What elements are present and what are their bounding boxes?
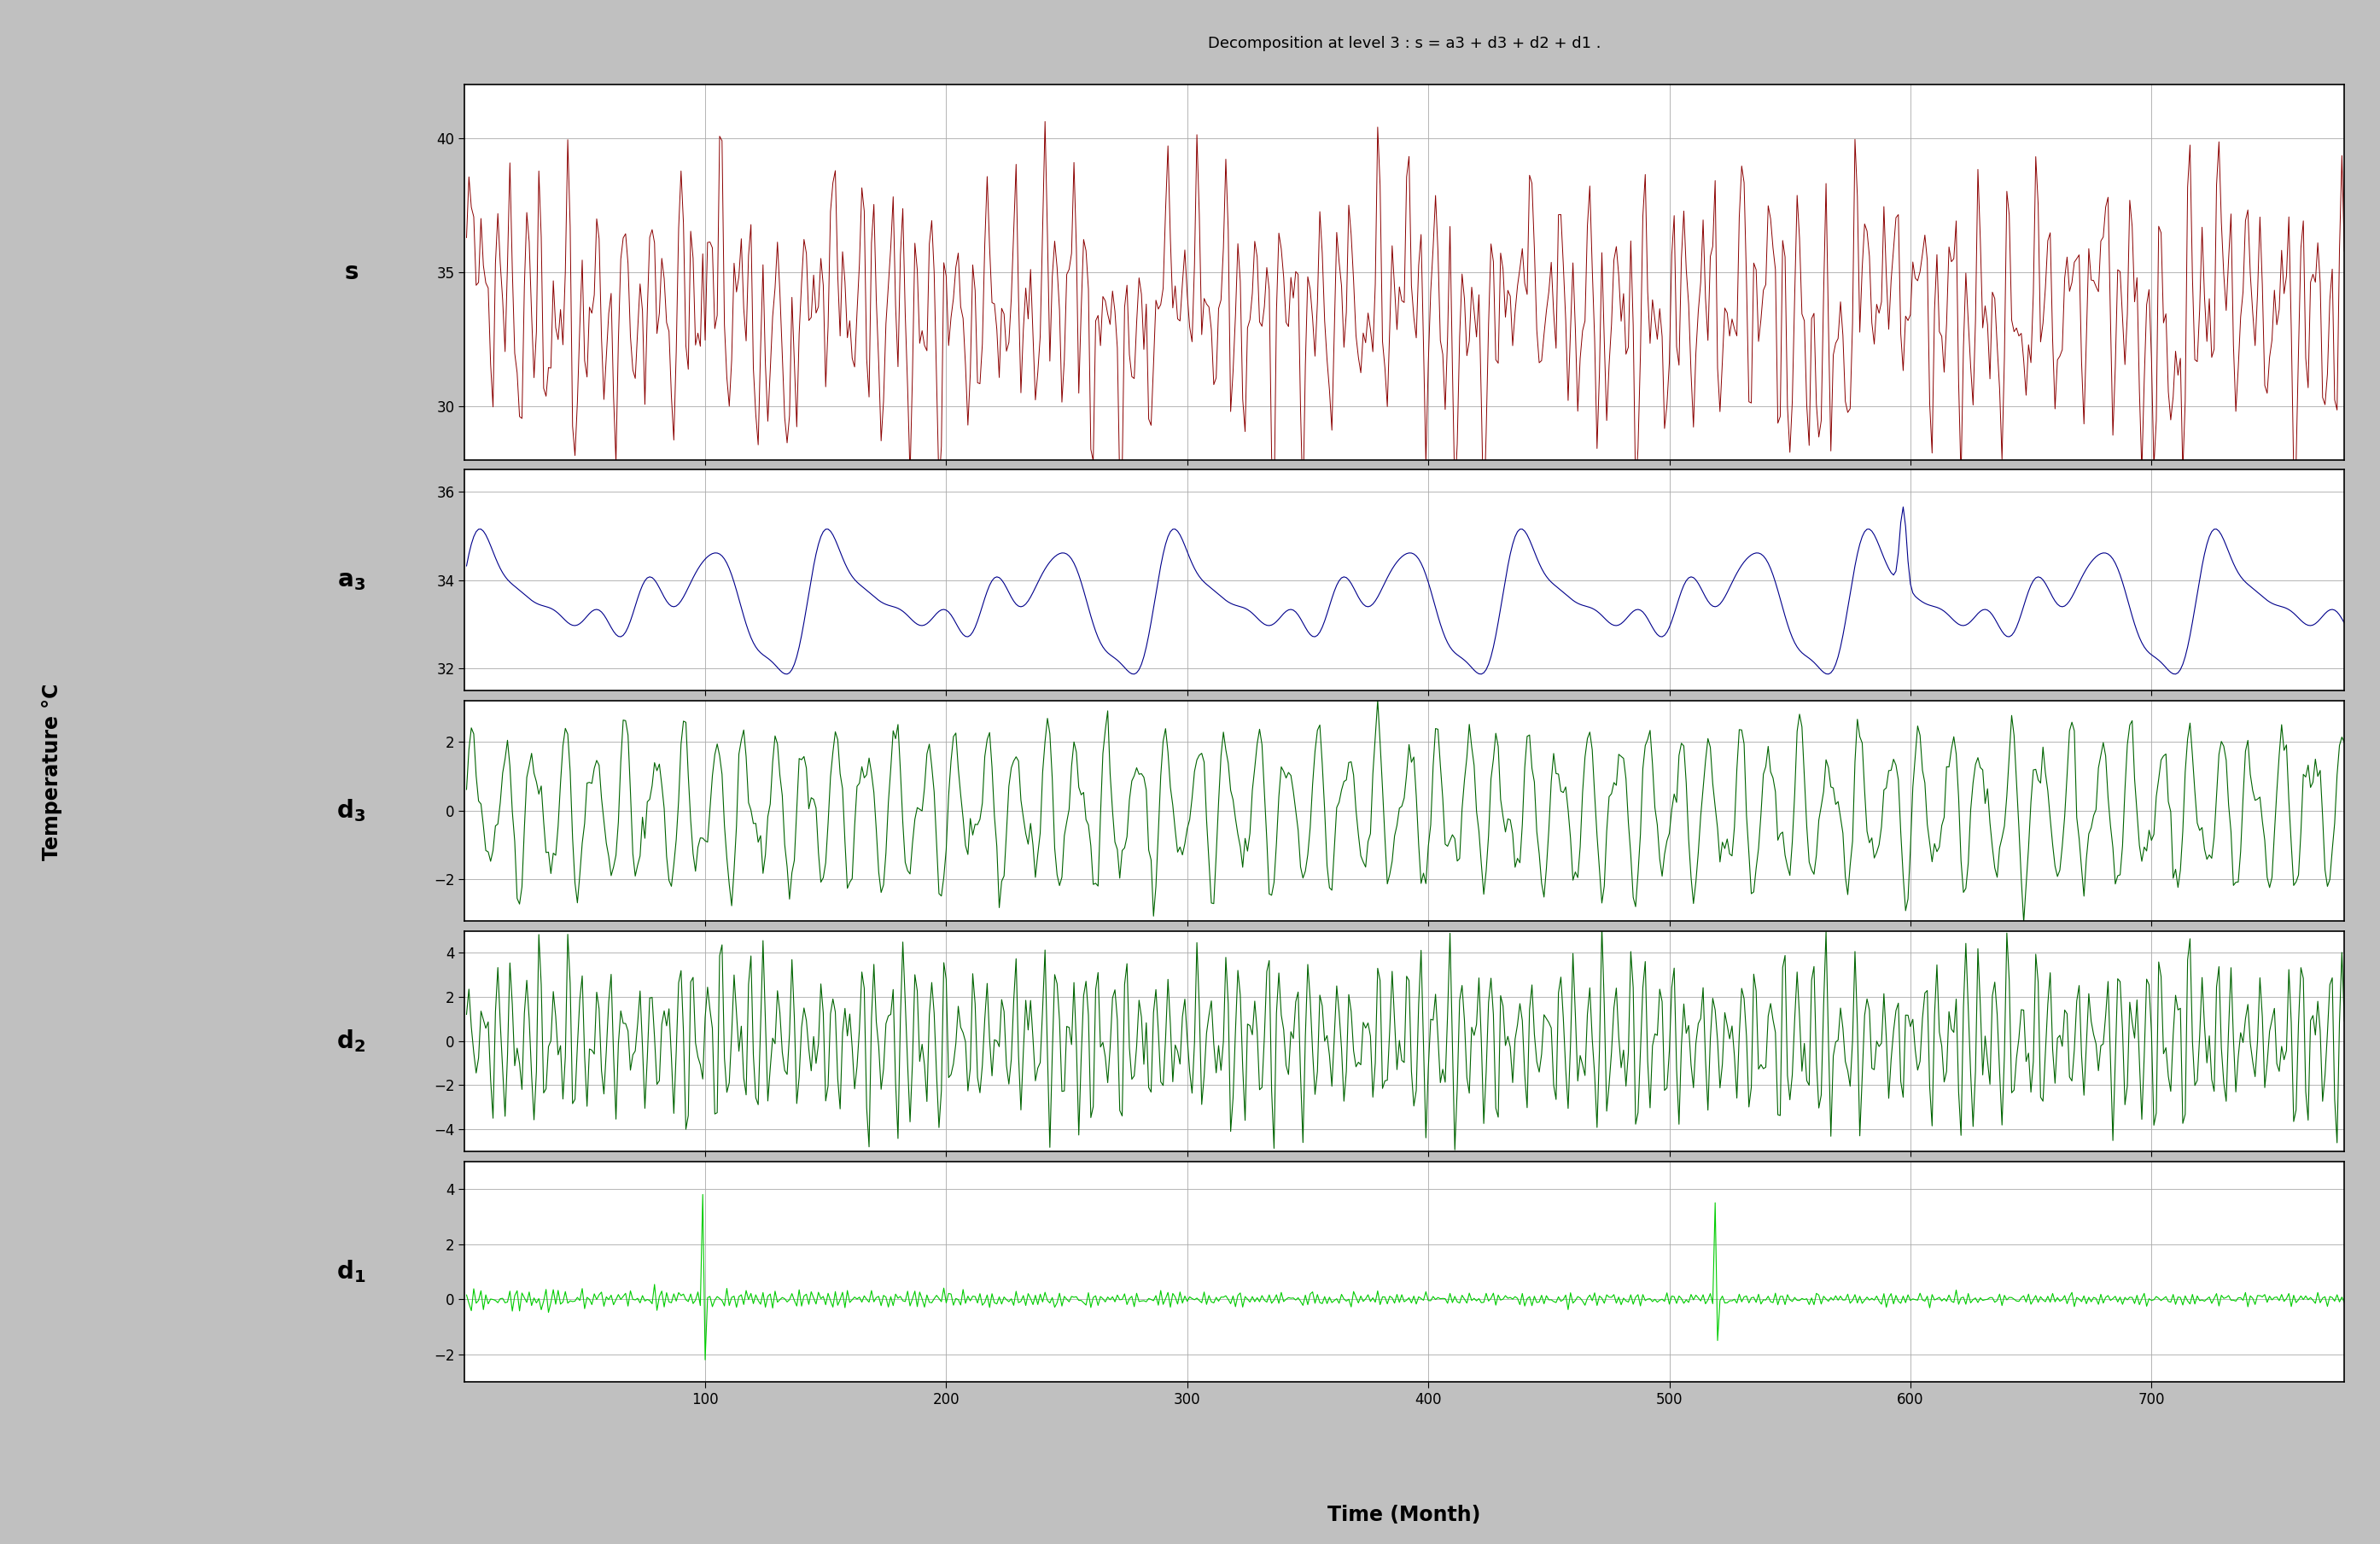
Text: Temperature °C: Temperature °C	[43, 684, 62, 860]
Text: $\mathbf{s}$: $\mathbf{s}$	[343, 261, 359, 284]
Text: Time (Month): Time (Month)	[1328, 1505, 1480, 1525]
Text: $\mathbf{d_3}$: $\mathbf{d_3}$	[336, 797, 367, 823]
Text: Decomposition at level 3 : s = a3 + d3 + d2 + d1 .: Decomposition at level 3 : s = a3 + d3 +…	[1207, 36, 1602, 51]
Text: $\mathbf{d_2}$: $\mathbf{d_2}$	[336, 1028, 367, 1055]
Text: $\mathbf{d_1}$: $\mathbf{d_1}$	[336, 1258, 367, 1285]
Text: $\mathbf{a_3}$: $\mathbf{a_3}$	[338, 568, 364, 591]
